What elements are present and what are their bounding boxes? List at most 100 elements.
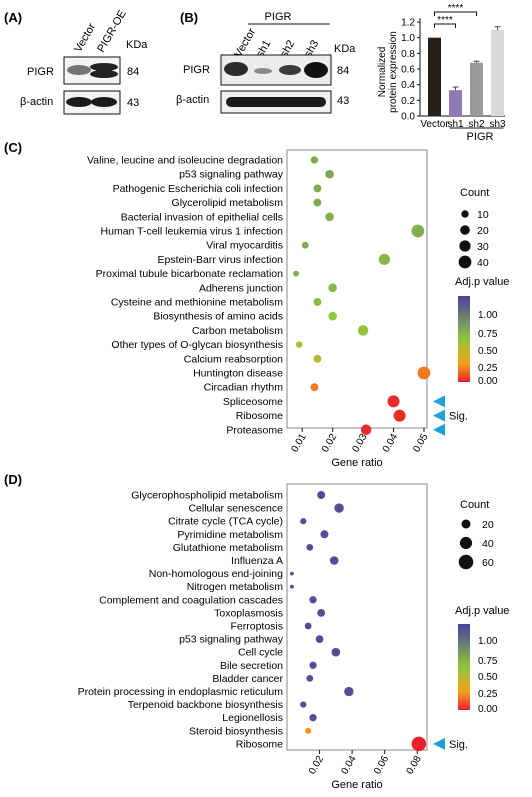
- dot-point: [306, 675, 314, 682]
- size-legend-c-title: Count: [460, 187, 489, 199]
- term-label: Biosynthesis of amino acids: [153, 311, 283, 323]
- bar-sh3: [491, 29, 504, 116]
- dot-plot-d: 0.02 0.04 0.06 0.08 Gene ratio Glycerophospho…: [78, 483, 468, 791]
- bar-sig-bracket: [434, 11, 477, 16]
- bar-category-label: sh3: [489, 119, 506, 130]
- blot-a-kda-actin: 43: [127, 97, 139, 109]
- sig-arrow: [433, 423, 445, 436]
- dot-point: [334, 503, 344, 513]
- term-label: Protein processing in endoplasmic reticu…: [78, 686, 284, 698]
- sig-arrow: [433, 737, 445, 750]
- dot-point: [315, 635, 324, 643]
- size-legend-c-dot: [460, 225, 470, 235]
- dot-point: [329, 556, 339, 565]
- term-label: Epstein-Barr virus infection: [158, 254, 284, 266]
- size-legend-d-value: 60: [482, 557, 494, 569]
- dot-plot-frame: [286, 149, 428, 429]
- dot-point: [393, 409, 406, 422]
- size-legend-c-value: 30: [477, 241, 489, 253]
- dot-point: [411, 736, 427, 752]
- term-label: Pathogenic Escherichia coli infection: [113, 183, 284, 195]
- x-tick-label: 0.04: [381, 432, 400, 455]
- dot-plot-c: 0.01 0.02 0.03 0.04 0.05 Gene ratio Valine, le…: [87, 149, 468, 469]
- color-legend-d-tick-2: 0.75: [478, 656, 498, 667]
- x-axis-label: Gene ratio: [331, 457, 382, 469]
- panel-c: (C): [4, 140, 22, 155]
- blot-b-row-label-pigr: PIGR: [183, 64, 210, 76]
- term-label: p53 signaling pathway: [179, 169, 284, 181]
- color-legend-c-tick-4: 0.25: [478, 363, 498, 374]
- dot-point: [289, 584, 294, 589]
- dot-point: [344, 686, 354, 697]
- dot-point: [300, 518, 307, 525]
- blot-a-actin-band: [63, 90, 121, 115]
- dot-point: [317, 609, 326, 617]
- dot-point: [310, 383, 319, 392]
- term-label: Glycerophospholipid metabolism: [131, 490, 283, 502]
- dot-point: [293, 270, 300, 277]
- term-label: Ribosome: [236, 738, 283, 750]
- dot-point: [325, 212, 334, 222]
- term-label: Other types of O-glycan biosynthesis: [111, 339, 283, 351]
- term-label: Legionellosis: [222, 712, 283, 724]
- color-legend-c: Adj.p value 1.00 0.75 0.50 0.25 0.00: [455, 276, 509, 387]
- color-legend-d-tick-3: 0.50: [478, 672, 498, 683]
- size-legend-d: Count 20 40 60: [458, 499, 494, 570]
- size-legend-c-dot: [459, 240, 471, 252]
- bar-y-tick-label: 1.2: [401, 18, 415, 29]
- dot-point: [313, 198, 322, 207]
- term-label: Bacterial invasion of epithelial cells: [121, 211, 283, 223]
- dot-point: [357, 325, 369, 336]
- term-label: Glutathione metabolism: [173, 542, 284, 554]
- dot-point: [301, 241, 309, 249]
- x-tick-label: 0.01: [290, 432, 309, 455]
- bar-sig-label: ****: [437, 15, 453, 26]
- term-label: Nitrogen metabolism: [187, 581, 284, 593]
- dot-point: [328, 311, 337, 321]
- dot-point: [313, 298, 322, 306]
- bar-ylabel-line1: Normalized: [377, 47, 388, 98]
- term-label: Steroid biosynthesis: [189, 725, 283, 737]
- term-label: Cellular senescence: [188, 503, 283, 515]
- color-legend-d-tick-1: 1.00: [478, 636, 498, 647]
- dot-point: [300, 701, 307, 708]
- bar-chart: Normalized protein expression PIGR 0.0 0.…: [377, 3, 506, 143]
- bar-sh2: [470, 62, 483, 116]
- sig-label: Sig.: [449, 411, 468, 423]
- term-label: Toxoplasmosis: [214, 607, 283, 619]
- bar-y-tick-label: 0.2: [401, 96, 415, 107]
- bar-y-tick-label: 0.8: [401, 49, 415, 60]
- bar-y-tick-label: 0.0: [401, 112, 415, 123]
- dot-point: [378, 253, 391, 266]
- blot-b-kda-pigr: 84: [337, 65, 349, 77]
- color-legend-c-tick-1: 1.00: [478, 310, 498, 321]
- dot-point: [387, 395, 400, 408]
- term-label: Spliceosome: [223, 396, 283, 408]
- panel-label-d: (D): [4, 472, 22, 487]
- dot-point: [313, 354, 322, 363]
- dot-point: [304, 622, 312, 630]
- color-legend-d: Adj.p value 1.00 0.75 0.50 0.25 0.00: [455, 605, 509, 715]
- term-label: Proteasome: [226, 424, 283, 436]
- blot-b-actin-band: [220, 90, 332, 114]
- dot-point: [306, 544, 314, 551]
- bar-ylabel-line2: protein expression: [388, 31, 399, 113]
- bar-sig-bracket: [434, 23, 456, 28]
- x-tick-label: 0.04: [339, 754, 358, 777]
- term-label: p53 signaling pathway: [179, 634, 284, 646]
- blot-a-pigr-band: [63, 56, 121, 85]
- blot-b-kda-header: KDa: [334, 43, 356, 55]
- panel-label-b: (B): [180, 10, 198, 25]
- size-legend-d-dot: [459, 536, 473, 550]
- panel-d: (D): [4, 472, 22, 487]
- size-legend-c: Count 10 20 30 40: [458, 187, 489, 269]
- term-label: Carbon metabolism: [192, 325, 283, 337]
- term-label: Valine, leucine and isoleucine degradati…: [87, 155, 283, 167]
- term-label: Terpenoid backbone biosynthesis: [128, 699, 283, 711]
- blot-a-lane-vector: Vector: [72, 21, 98, 54]
- term-label: Human T-cell leukemia virus 1 infection: [101, 226, 284, 238]
- blot-b-pigr-band: [220, 54, 332, 86]
- x-axis-label: Gene ratio: [331, 779, 382, 791]
- dot-point: [360, 424, 372, 436]
